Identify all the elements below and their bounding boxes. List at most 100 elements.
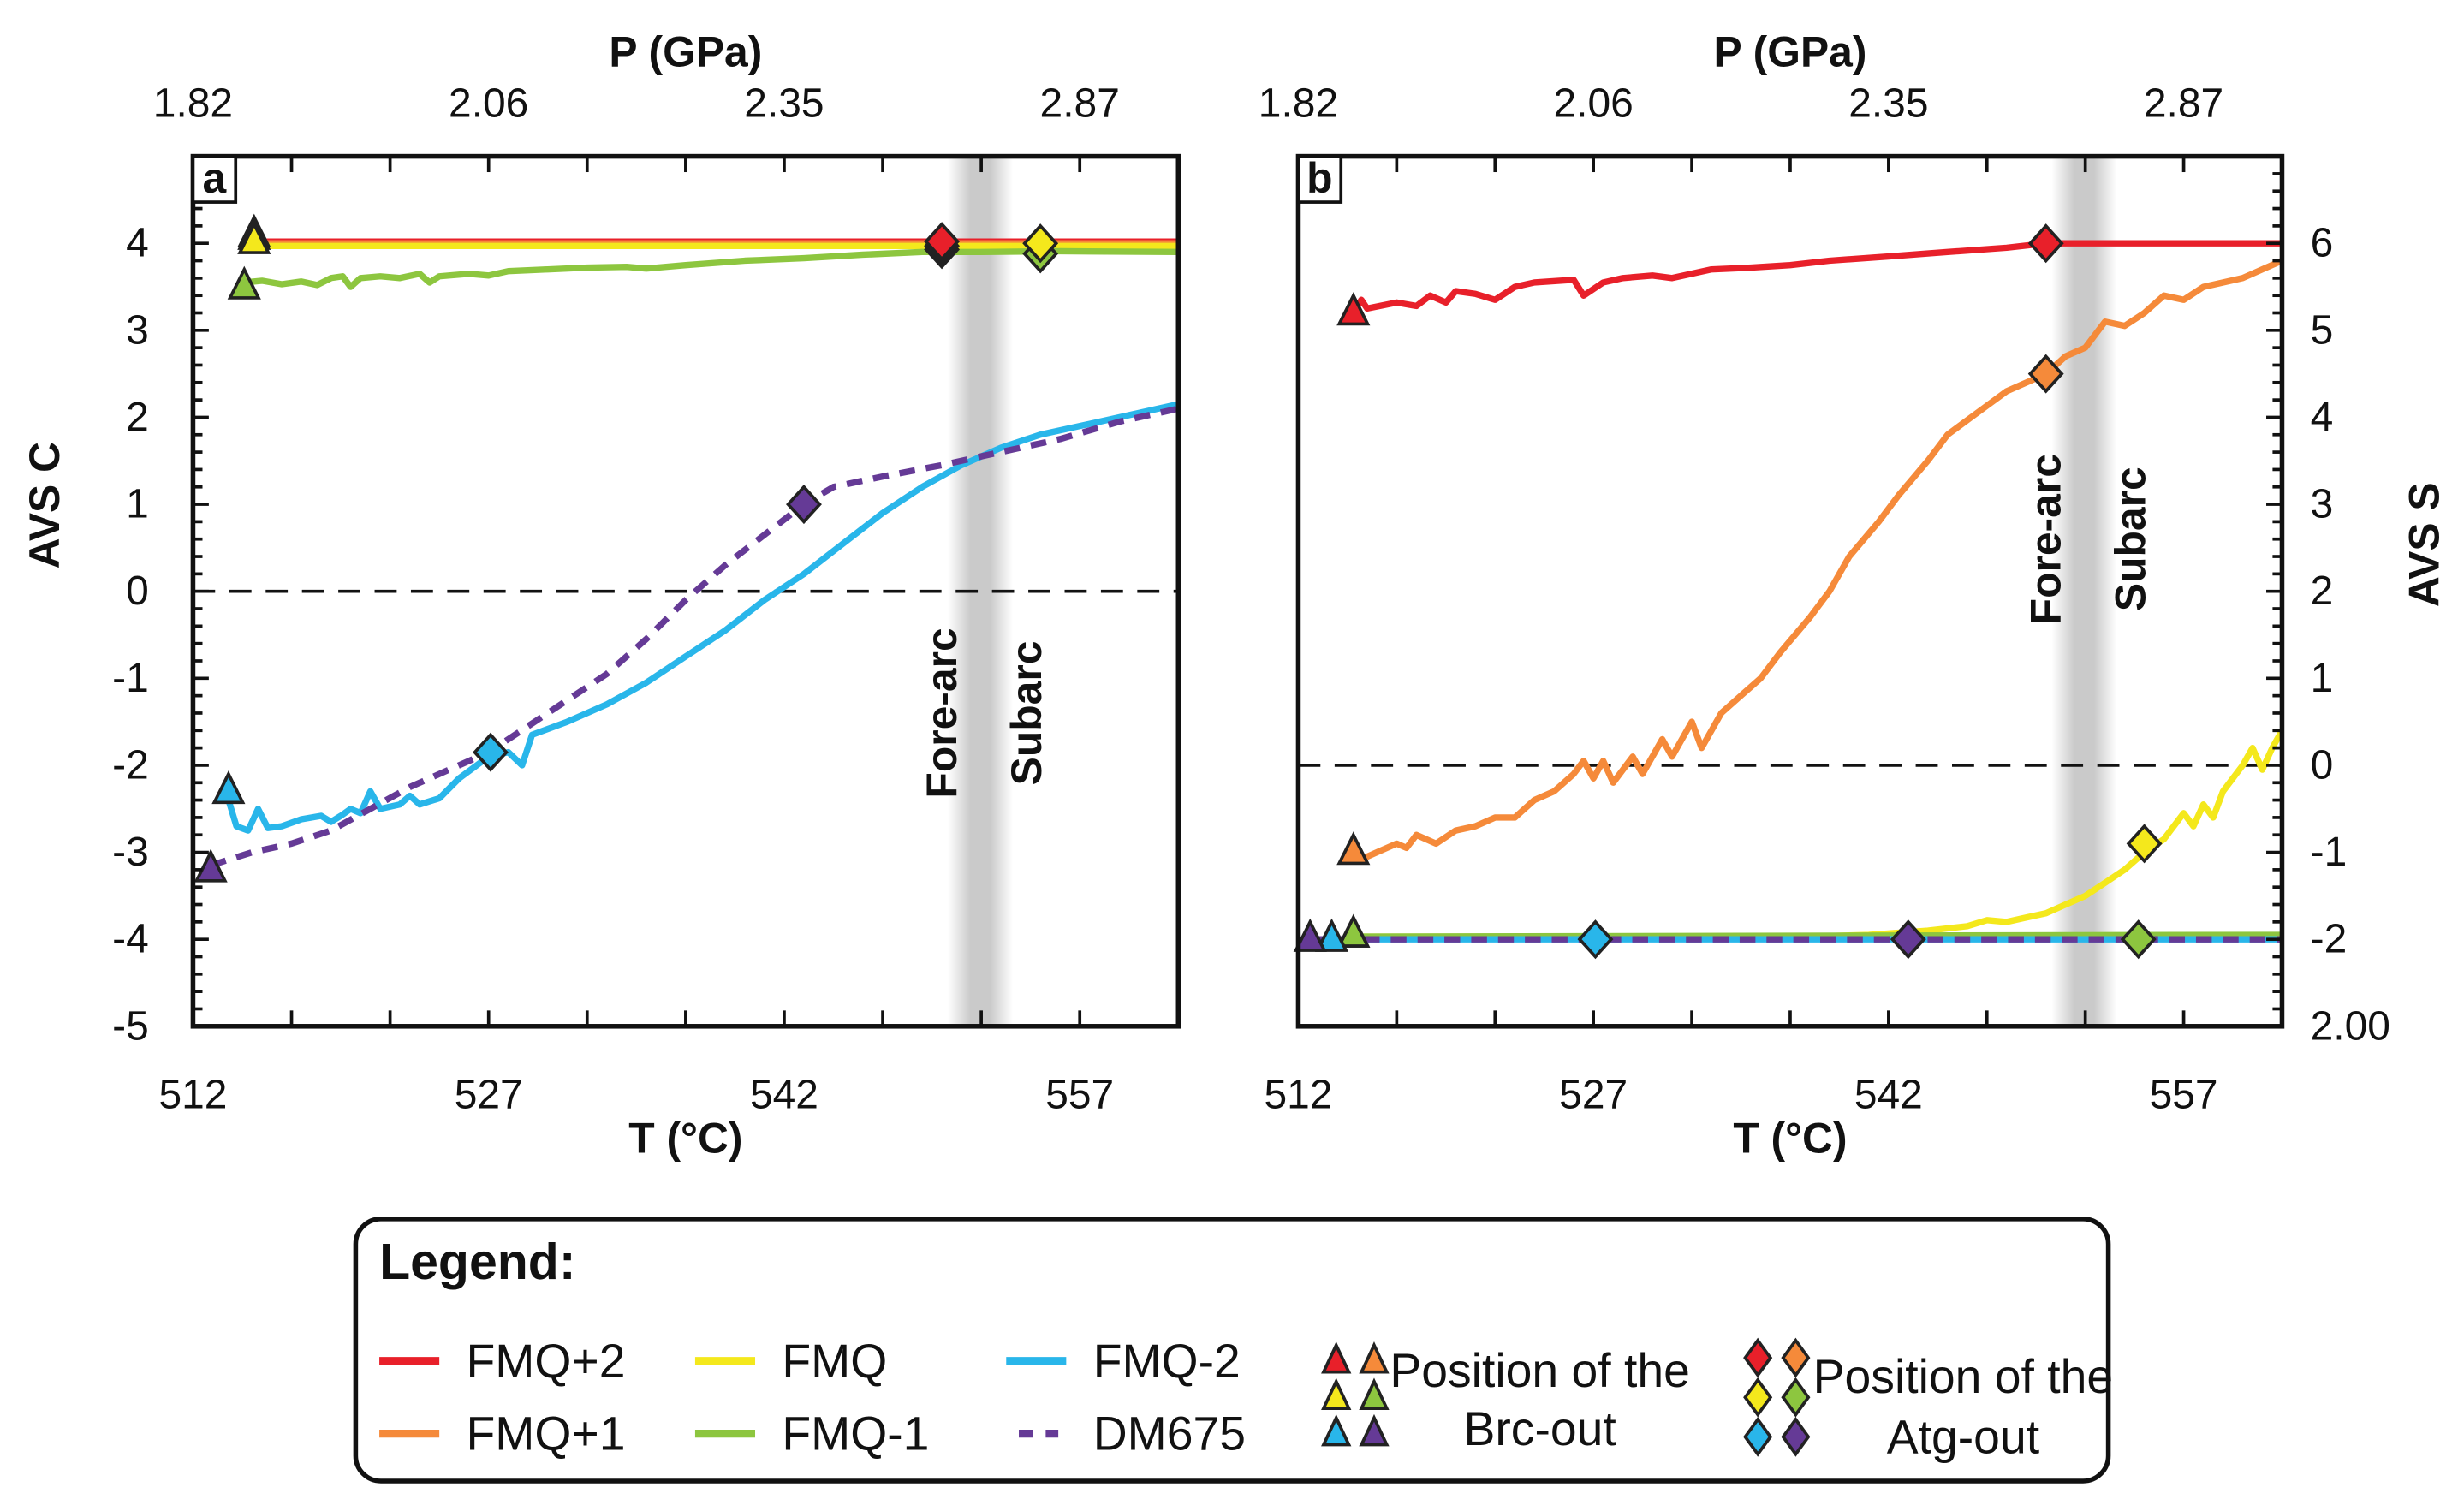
panel-label-box	[191, 154, 238, 204]
legend-brc-label-line2: Brc-out	[1463, 1402, 1616, 1455]
brc-out-triangle-marker	[1314, 918, 1349, 952]
atg-out-diamond-marker	[2027, 354, 2064, 394]
y-tick-label: 0	[2311, 742, 2334, 788]
y-tick-label: 2.00	[2311, 1003, 2390, 1049]
y-tick-label: -2	[2311, 917, 2348, 962]
series-line-fmq	[1350, 727, 2282, 940]
y-tick-label: -1	[2311, 830, 2348, 875]
y-tick-label: 4	[126, 221, 149, 266]
y-tick-label: -1	[112, 656, 149, 701]
y-tick-label: 2	[2311, 568, 2334, 614]
y-tick-label: 6	[2311, 221, 2334, 266]
legend-diamond-marker	[1781, 1337, 1811, 1378]
legend-label: FMQ	[782, 1335, 887, 1388]
legend-triangle-marker	[1359, 1377, 1390, 1410]
x-tick-label: 512	[158, 1073, 227, 1118]
atg-out-diamond-marker	[2126, 824, 2163, 864]
x2-tick-label: 2.06	[449, 80, 528, 126]
series-line-fmq-1	[241, 247, 1179, 290]
x-tick-label: 557	[1045, 1073, 1114, 1118]
legend-atg-label-line2: Atg-out	[1887, 1410, 2039, 1463]
x2-tick-label: 1.82	[153, 80, 233, 126]
annotation-subarc: Subarc	[2107, 467, 2155, 611]
legend-label: FMQ+1	[467, 1407, 626, 1460]
legend-triangle-marker	[1359, 1341, 1390, 1374]
legend-label: DM675	[1093, 1407, 1246, 1460]
x2-tick-label: 2.35	[1848, 80, 1928, 126]
x-tick-label: 512	[1264, 1073, 1332, 1118]
brc-out-triangle-marker	[1336, 831, 1371, 866]
y-axis-title: AVS S	[2400, 482, 2448, 607]
x-tick-label: 557	[2150, 1073, 2218, 1118]
x-axis-title: T (°C)	[1733, 1114, 1847, 1162]
legend-triangle-marker	[1321, 1341, 1352, 1374]
annotation-fore-arc: Fore-arc	[918, 628, 966, 798]
atg-out-diamond-marker	[2027, 223, 2064, 264]
x2-axis-title: P (GPa)	[1714, 27, 1867, 75]
y-tick-label: 3	[126, 307, 149, 353]
x2-tick-label: 2.87	[2144, 80, 2223, 126]
legend-diamond-marker	[1781, 1416, 1811, 1457]
legend: Legend: FMQ+2 FMQ+1 FMQ FMQ-1 FMQ-2 DM675 Posit…	[353, 1217, 2113, 1484]
y-axis-title: AVS C	[21, 442, 68, 568]
brc-out-triangle-marker	[193, 848, 228, 883]
legend-triangle-marker	[1321, 1413, 1352, 1447]
y-tick-label: 1	[2311, 656, 2334, 701]
series-line-fmqplus1	[1354, 257, 2282, 865]
legend-diamond-marker	[1743, 1416, 1773, 1457]
atg-out-diamond-marker	[924, 222, 961, 262]
x-axis-title: T (°C)	[628, 1114, 742, 1162]
x-tick-label: 527	[455, 1073, 523, 1118]
brc-out-triangle-marker	[211, 770, 246, 805]
legend-box	[353, 1217, 2111, 1484]
legend-triangle-marker	[1359, 1413, 1390, 1447]
legend-brc-label-line1: Position of the	[1390, 1344, 1690, 1397]
atg-out-diamond-marker	[473, 732, 509, 772]
legend-label: FMQ-1	[782, 1407, 929, 1460]
x-tick-label: 542	[750, 1073, 818, 1118]
legend-diamond-marker	[1781, 1377, 1811, 1418]
series-line-dm675	[209, 405, 1179, 869]
legend-title: Legend:	[379, 1234, 575, 1290]
annotation-subarc: Subarc	[1003, 641, 1050, 786]
atg-out-diamond-marker	[1022, 223, 1059, 264]
atg-out-diamond-marker	[1577, 919, 1614, 960]
y-tick-label: 4	[2311, 395, 2334, 440]
x-tick-label: 542	[1854, 1073, 1923, 1118]
y-tick-label: 3	[2311, 482, 2334, 527]
y-tick-label: -3	[112, 830, 149, 875]
legend-diamond-marker	[1743, 1337, 1773, 1378]
series-group	[209, 238, 1179, 869]
legend-label: FMQ+2	[467, 1335, 626, 1388]
x-tick-label: 527	[1559, 1073, 1628, 1118]
y-tick-label: 1	[126, 482, 149, 527]
atg-out-diamond-marker	[786, 485, 822, 525]
panel-label-box	[1296, 154, 1343, 204]
panel-label: b	[1306, 154, 1332, 202]
brc-out-triangle-marker	[227, 265, 261, 300]
brc-out-triangle-marker	[1336, 913, 1371, 948]
y-tick-label: 5	[2311, 307, 2334, 353]
annotation-fore-arc: Fore-arc	[2022, 454, 2070, 624]
series-line-fmq-2	[225, 401, 1179, 834]
legend-triangle-marker	[1321, 1377, 1352, 1410]
x2-axis-title: P (GPa)	[609, 27, 762, 75]
x2-tick-label: 1.82	[1259, 80, 1338, 126]
y-tick-label: 2	[126, 395, 149, 440]
atg-out-diamond-marker	[1890, 919, 1926, 960]
atg-out-diamond-marker	[2120, 919, 2157, 960]
panel-a: Fore-arc Subarc 512 527 542 557 1.82 2.06 2.35 2.…	[21, 27, 1181, 1162]
legend-label: FMQ-2	[1093, 1335, 1241, 1388]
y-tick-label: -4	[112, 917, 149, 962]
x2-tick-label: 2.35	[744, 80, 824, 126]
brc-out-triangle-marker	[1336, 292, 1371, 326]
y-tick-label: -5	[112, 1003, 149, 1049]
brc-out-triangle-marker	[237, 220, 271, 254]
panel-label: a	[203, 154, 227, 202]
x2-tick-label: 2.87	[1040, 80, 1120, 126]
y-tick-label: 0	[126, 568, 149, 614]
x2-tick-label: 2.06	[1554, 80, 1634, 126]
